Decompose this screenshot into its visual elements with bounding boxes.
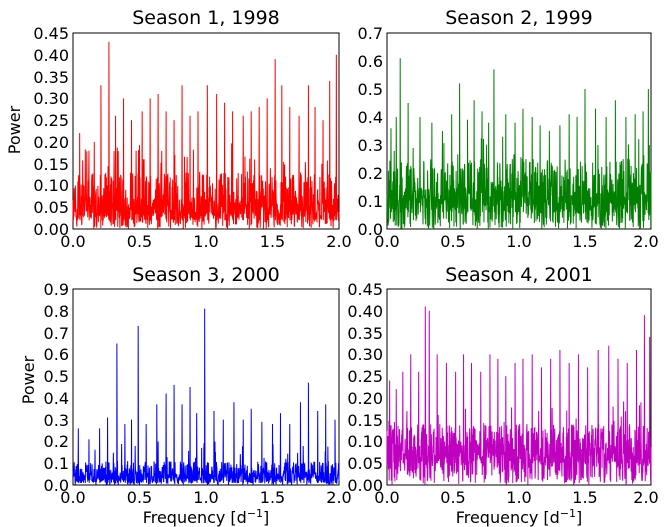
panel-3-ytick: 0.1 bbox=[44, 454, 69, 473]
panel-1-ytick: 0.10 bbox=[33, 176, 69, 195]
panel-2-xtick: 1.0 bbox=[506, 232, 531, 251]
panel-3-x-ticks: 0.0 0.5 1.0 1.5 2.0 bbox=[60, 488, 351, 507]
panel-4-xtick: 1.0 bbox=[506, 488, 531, 507]
panel-2-xtick: 0.0 bbox=[374, 232, 399, 251]
panel-season-3: Season 3, 2000 Power 0.0 0.1 0.2 0.3 0.4… bbox=[19, 264, 352, 527]
panel-1-xtick: 1.0 bbox=[193, 232, 218, 251]
panel-3-ytick: 0.0 bbox=[44, 476, 69, 495]
panel-4-ytick: 0.15 bbox=[347, 411, 383, 430]
panel-1-ytick: 0.40 bbox=[33, 46, 69, 65]
panel-2-ytick: 0.1 bbox=[358, 192, 383, 211]
panel-1-xtick: 2.0 bbox=[326, 232, 351, 251]
panel-3-xtick: 1.5 bbox=[260, 488, 285, 507]
panel-4-plot-area bbox=[386, 288, 652, 486]
panel-season-2: Season 2, 1999 0.0 0.1 0.2 0.3 0.4 0.5 0… bbox=[358, 7, 659, 251]
panel-2-ytick: 0.6 bbox=[358, 52, 383, 71]
panel-3-xtick: 0.0 bbox=[60, 488, 85, 507]
panel-1-x-ticks: 0.0 0.5 1.0 1.5 2.0 bbox=[60, 232, 351, 251]
panel-4-title: Season 4, 2001 bbox=[445, 264, 593, 286]
panel-2-ytick: 0.3 bbox=[358, 136, 383, 155]
panel-2-x-ticks: 0.0 0.5 1.0 1.5 2.0 bbox=[374, 232, 658, 251]
panel-4-ytick: 0.35 bbox=[347, 324, 383, 343]
panel-2-xtick: 1.5 bbox=[572, 232, 597, 251]
panel-1-ytick: 0.15 bbox=[33, 155, 69, 174]
panel-1-ytick: 0.05 bbox=[33, 198, 69, 217]
panel-4-ytick: 0.30 bbox=[347, 345, 383, 364]
panel-1-ytick: 0.45 bbox=[33, 24, 69, 43]
panel-1-frame bbox=[72, 32, 340, 230]
panel-2-ytick: 0.4 bbox=[358, 108, 383, 127]
panel-season-4: Season 4, 2001 0.00 0.05 0.10 0.15 0.20 … bbox=[347, 264, 658, 527]
panel-4-ytick: 0.05 bbox=[347, 454, 383, 473]
panel-1-ytick: 0.20 bbox=[33, 133, 69, 152]
panel-3-xtick: 2.0 bbox=[326, 488, 351, 507]
panel-2-y-ticks: 0.0 0.1 0.2 0.3 0.4 0.5 0.6 0.7 bbox=[358, 24, 383, 239]
panel-1-ytick: 0.35 bbox=[33, 68, 69, 87]
panel-3-xtick: 1.0 bbox=[193, 488, 218, 507]
panel-3-ytick: 0.6 bbox=[44, 345, 69, 364]
panel-3-ytick: 0.3 bbox=[44, 411, 69, 430]
panel-3-plot-area bbox=[72, 288, 340, 486]
panel-4-xtick: 0.5 bbox=[440, 488, 465, 507]
panel-3-ytick: 0.9 bbox=[44, 280, 69, 299]
panel-1-xtick: 1.5 bbox=[260, 232, 285, 251]
panel-1-xtick: 0.5 bbox=[127, 232, 152, 251]
panel-3-xtick: 0.5 bbox=[127, 488, 152, 507]
panel-2-series-line bbox=[386, 58, 652, 229]
panel-1-ylabel: Power bbox=[5, 105, 24, 154]
panel-2-title: Season 2, 1999 bbox=[445, 7, 593, 29]
panel-4-ytick: 0.10 bbox=[347, 432, 383, 451]
panel-3-frame bbox=[72, 288, 340, 486]
panel-1-plot-area bbox=[72, 32, 340, 230]
panel-4-ytick: 0.00 bbox=[347, 476, 383, 495]
panel-4-y-ticks: 0.00 0.05 0.10 0.15 0.20 0.25 0.30 0.35 … bbox=[347, 280, 383, 495]
panel-3-title: Season 3, 2000 bbox=[132, 264, 280, 286]
panel-1-ytick: 0.30 bbox=[33, 89, 69, 108]
panel-4-xlabel: Frequency [d−1] bbox=[456, 507, 583, 527]
panel-1-ytick: 0.00 bbox=[33, 220, 69, 239]
panel-4-ytick: 0.25 bbox=[347, 367, 383, 386]
panel-4-series-line bbox=[386, 306, 652, 485]
panel-2-xtick: 0.5 bbox=[440, 232, 465, 251]
panel-4-ytick: 0.40 bbox=[347, 302, 383, 321]
panel-2-ytick: 0.0 bbox=[358, 220, 383, 239]
panel-4-x-ticks: 0.0 0.5 1.0 1.5 2.0 bbox=[374, 488, 658, 507]
panel-season-1: Season 1, 1998 Power 0.00 0.05 0.10 0.15… bbox=[5, 7, 352, 251]
panel-1-xtick: 0.0 bbox=[60, 232, 85, 251]
panel-1-ytick: 0.25 bbox=[33, 111, 69, 130]
panel-3-ytick: 0.2 bbox=[44, 432, 69, 451]
panel-2-ytick: 0.2 bbox=[358, 164, 383, 183]
panel-1-series-line bbox=[72, 41, 340, 229]
panel-4-xtick: 1.5 bbox=[572, 488, 597, 507]
panel-3-y-ticks: 0.0 0.1 0.2 0.3 0.4 0.5 0.6 0.7 0.8 0.9 bbox=[44, 280, 69, 495]
panel-4-xtick: 0.0 bbox=[374, 488, 399, 507]
panel-2-frame bbox=[386, 32, 652, 230]
panel-4-ytick: 0.20 bbox=[347, 389, 383, 408]
panel-2-ytick: 0.5 bbox=[358, 80, 383, 99]
panel-1-title: Season 1, 1998 bbox=[132, 7, 280, 29]
panel-4-ytick: 0.45 bbox=[347, 280, 383, 299]
panel-2-plot-area bbox=[386, 32, 652, 230]
panel-3-ytick: 0.8 bbox=[44, 302, 69, 321]
panel-3-series-line bbox=[72, 308, 340, 486]
panel-3-ytick: 0.5 bbox=[44, 367, 69, 386]
panel-3-xlabel: Frequency [d−1] bbox=[143, 507, 270, 527]
panel-4-frame bbox=[386, 288, 652, 486]
panel-3-ytick: 0.7 bbox=[44, 324, 69, 343]
panel-2-ytick: 0.7 bbox=[358, 24, 383, 43]
panel-2-xtick: 2.0 bbox=[633, 232, 658, 251]
panel-3-ytick: 0.4 bbox=[44, 389, 69, 408]
panel-1-y-ticks: 0.00 0.05 0.10 0.15 0.20 0.25 0.30 0.35 … bbox=[33, 24, 69, 239]
panel-3-ylabel: Power bbox=[19, 355, 38, 404]
panel-4-xtick: 2.0 bbox=[633, 488, 658, 507]
